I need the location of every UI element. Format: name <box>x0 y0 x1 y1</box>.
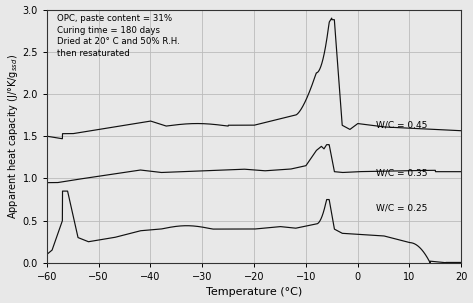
X-axis label: Temperature (°C): Temperature (°C) <box>206 288 302 298</box>
Y-axis label: Apparent heat capacity (J/°K/g$_{ssd}$): Apparent heat capacity (J/°K/g$_{ssd}$) <box>6 54 19 219</box>
Text: W/C = 0.25: W/C = 0.25 <box>376 204 427 212</box>
Text: W/C = 0.45: W/C = 0.45 <box>376 121 427 130</box>
Text: W/C = 0.35: W/C = 0.35 <box>376 169 427 178</box>
Text: OPC, paste content = 31%
Curing time = 180 days
Dried at 20° C and 50% R.H.
then: OPC, paste content = 31% Curing time = 1… <box>57 14 180 58</box>
